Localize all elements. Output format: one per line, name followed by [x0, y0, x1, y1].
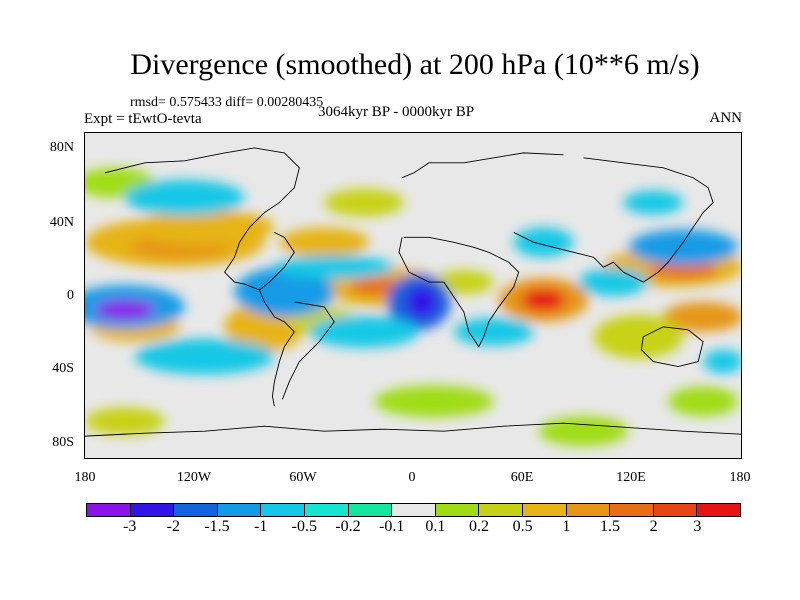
- divergence-patch: [668, 386, 739, 417]
- lat-label: 80S: [52, 435, 74, 450]
- lat-label: 40N: [49, 215, 74, 230]
- divergence-patch: [374, 385, 494, 418]
- divergence-patch: [134, 338, 275, 375]
- divergence-patch: [663, 301, 741, 332]
- colorbar-swatch: [304, 504, 349, 516]
- lon-label: 60W: [289, 470, 317, 485]
- coastline-australia: [640, 326, 704, 368]
- coastlines: [85, 147, 741, 437]
- divergence-patch: [521, 289, 566, 311]
- colorbar-label: -1.5: [204, 518, 230, 535]
- colorbar-swatch: [435, 504, 480, 516]
- experiment-label: Expt = tEwtO-tevta: [84, 111, 202, 127]
- divergence-patch: [453, 317, 534, 346]
- colorbar-swatch: [348, 504, 393, 516]
- lon-label: 180: [74, 470, 96, 485]
- colorbar-label: -0.1: [378, 518, 405, 535]
- colorbar-label: 1: [562, 518, 571, 535]
- colorbar-label: -0.5: [291, 518, 317, 535]
- colorbar-swatch: [610, 504, 654, 516]
- divergence-patch: [628, 229, 739, 266]
- divergence-patch: [433, 270, 494, 295]
- colorbar-label: 0.2: [469, 518, 489, 535]
- divergence-patch: [85, 407, 165, 436]
- divergence-patch: [134, 209, 275, 246]
- colorbar-label: 0.1: [425, 518, 446, 535]
- colorbar-label: -0.2: [335, 518, 361, 535]
- divergence-field: [85, 167, 741, 447]
- divergence-patch: [279, 227, 370, 258]
- coastline-central-america: [259, 231, 295, 291]
- lon-label: 60E: [510, 470, 534, 485]
- lat-label: 80N: [49, 140, 74, 155]
- divergence-patch: [513, 227, 574, 258]
- colorbar-label: 2: [649, 518, 658, 535]
- divergence-patch: [593, 314, 684, 359]
- colorbar-swatch: [261, 504, 305, 516]
- divergence-patch: [324, 188, 405, 217]
- divergence-patch: [124, 179, 245, 216]
- divergence-patch: [703, 349, 741, 374]
- divergence-map: [84, 132, 742, 459]
- divergence-patch: [648, 261, 719, 280]
- colorbar-label: 0.5: [512, 518, 533, 535]
- lat-label: 0: [67, 288, 74, 303]
- divergence-patch: [274, 255, 395, 280]
- divergence-patch: [406, 286, 438, 318]
- coastline-south-america: [259, 289, 335, 407]
- colorbar-swatch: [653, 504, 698, 516]
- lon-label: 0: [408, 470, 416, 485]
- colorbar-swatch: [174, 504, 218, 516]
- divergence-patch: [538, 416, 629, 447]
- divergence-patch: [309, 315, 419, 348]
- colorbar-label: 3: [693, 518, 702, 535]
- colorbar-label: 1.5: [600, 518, 620, 535]
- colorbar-swatch: [392, 504, 436, 516]
- colorbar-swatch: [697, 504, 740, 516]
- lon-label: 180: [729, 470, 751, 485]
- coastline-north-america: [104, 147, 300, 291]
- divergence-patch: [578, 268, 649, 296]
- colorbar-label: -1: [253, 518, 268, 535]
- colorbar-label: -3: [122, 518, 137, 535]
- coastline-asia: [513, 157, 714, 283]
- colorbar: [86, 503, 741, 517]
- colorbar-swatch: [522, 504, 567, 516]
- lat-label: 40S: [52, 361, 74, 376]
- lon-label: 120E: [616, 470, 646, 485]
- colorbar-swatch: [566, 504, 611, 516]
- colorbar-label: -2: [166, 518, 180, 535]
- colorbar-swatch: [479, 504, 523, 516]
- colorbar-swatch: [217, 504, 262, 516]
- colorbar-swatch: [87, 504, 131, 516]
- plot-title: Divergence (smoothed) at 200 hPa (10**6 …: [130, 48, 700, 81]
- divergence-patch: [623, 190, 684, 215]
- coastline-europe-africa: [398, 152, 564, 348]
- coastline-antarctica: [85, 422, 741, 437]
- lon-label: 120W: [176, 470, 212, 485]
- season-label: ANN: [709, 110, 743, 126]
- period-label: 3064kyr BP - 0000kyr BP: [318, 104, 475, 120]
- divergence-patch: [94, 299, 155, 320]
- stats-text: rmsd= 0.575433 diff= 0.00280435: [130, 95, 324, 110]
- colorbar-swatch: [130, 504, 175, 516]
